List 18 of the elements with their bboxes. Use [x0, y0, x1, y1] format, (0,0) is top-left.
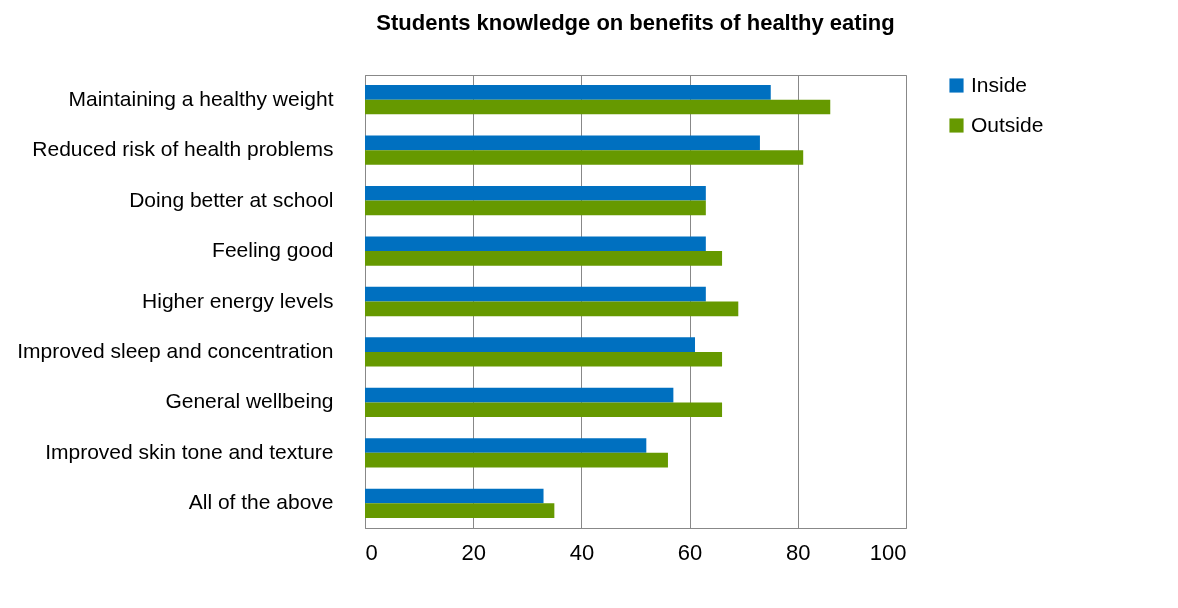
y-tick-label: Feeling good: [212, 238, 334, 262]
y-tick-label: Higher energy levels: [142, 288, 334, 312]
x-tick-label: 0: [365, 539, 378, 565]
x-tick-label: 100: [869, 539, 907, 565]
y-tick-label: Maintaining a healthy weight: [68, 86, 334, 110]
y-tick-label: Improved skin tone and texture: [45, 439, 334, 463]
x-tick-label: 20: [461, 539, 486, 565]
x-tick-label: 80: [786, 539, 811, 565]
y-tick-label: All of the above: [188, 490, 334, 514]
y-tick-label: Improved sleep and concentration: [17, 338, 334, 362]
legend-label: Outside: [971, 112, 1044, 136]
x-tick-label: 40: [569, 539, 595, 565]
y-tick-label: Reduced risk of health problems: [32, 137, 334, 161]
x-tick-label: 60: [677, 539, 703, 565]
chart-title: Students knowledge on benefits of healthy eating: [376, 10, 895, 35]
legend-label: Inside: [971, 72, 1028, 96]
y-tick-label: Doing better at school: [129, 187, 334, 211]
y-tick-label: General wellbeing: [165, 389, 334, 413]
